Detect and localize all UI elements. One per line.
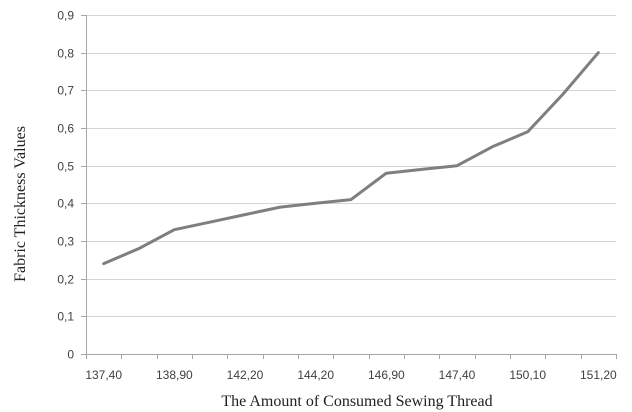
x-tick-label: 151,20 — [580, 368, 617, 382]
y-tick-label: 0,2 — [57, 273, 74, 287]
series — [102, 51, 600, 266]
y-axis-title: Fabric Thickness Values — [12, 126, 29, 282]
y-tick-label: 0,1 — [57, 310, 74, 324]
y-tick-label: 0,3 — [57, 235, 74, 249]
axes — [81, 15, 617, 359]
x-axis-title: The Amount of Consumed Sewing Thread — [221, 393, 492, 410]
y-tick-label: 0,4 — [57, 197, 74, 211]
y-tick-labels: 0 0,1 0,2 0,3 0,4 0,5 0,6 0,7 0,8 0,9 — [57, 9, 74, 362]
y-tick-label: 0,5 — [57, 160, 74, 174]
y-tick-label: 0,8 — [57, 47, 74, 61]
x-tick-label: 144,20 — [297, 368, 334, 382]
x-tick-label: 146,90 — [368, 368, 405, 382]
y-tick-label: 0,6 — [57, 122, 74, 136]
x-tick-label: 142,20 — [227, 368, 264, 382]
gridlines — [86, 15, 616, 317]
x-tick-label: 137,40 — [85, 368, 122, 382]
x-tick-label: 147,40 — [439, 368, 476, 382]
x-tick-label: 150,10 — [509, 368, 546, 382]
y-tick-label: 0 — [67, 348, 74, 362]
y-tick-label: 0,9 — [57, 9, 74, 23]
y-tick-label: 0,7 — [57, 84, 74, 98]
series-line — [102, 51, 600, 266]
x-tick-labels: 137,40 138,90 142,20 144,20 146,90 147,40 150,… — [85, 368, 617, 382]
x-tick-label: 138,90 — [156, 368, 193, 382]
